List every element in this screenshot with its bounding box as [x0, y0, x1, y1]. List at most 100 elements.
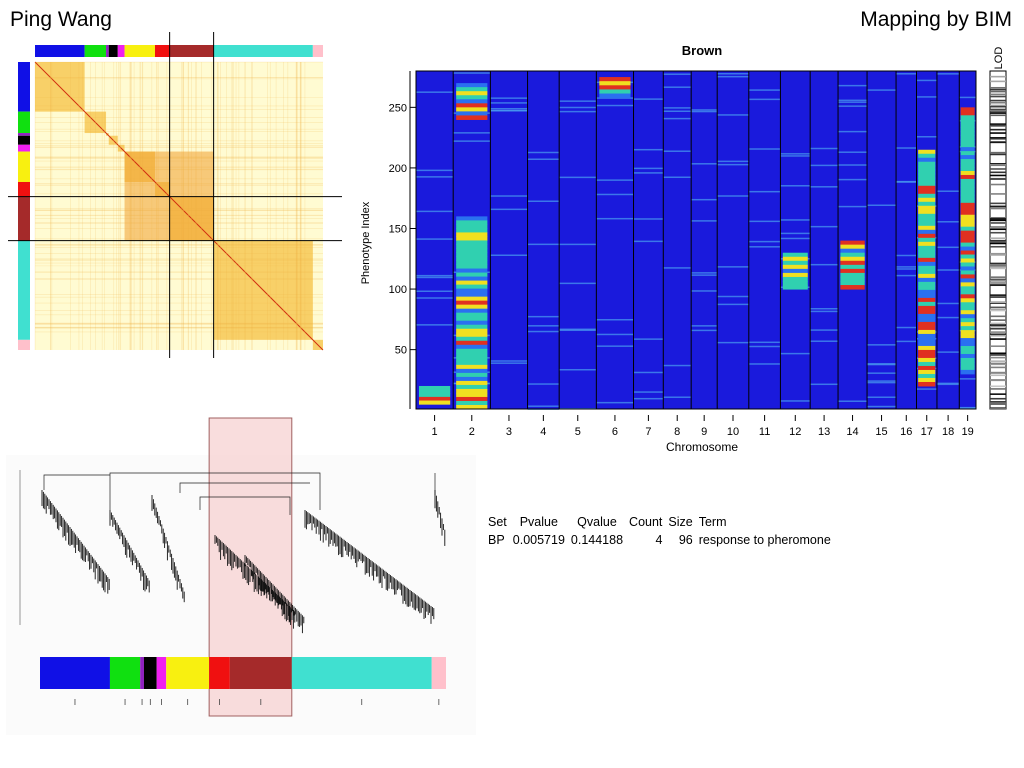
lod-streak: [867, 204, 897, 206]
lod-hotspot: [960, 194, 975, 200]
module-bar-pink: [312, 45, 323, 57]
x-tick-label: 18: [942, 426, 954, 438]
lod-hotspot: [960, 302, 975, 307]
lod-stripe-mark: [990, 338, 1006, 340]
lod-stripe-mark: [990, 360, 1006, 362]
lod-streak: [748, 148, 781, 150]
lod-hotspot: [456, 304, 488, 310]
lod-hotspot: [918, 301, 936, 307]
lod-hotspot: [960, 135, 975, 140]
lod-streak: [838, 205, 868, 208]
lod-hotspot: [456, 384, 488, 390]
lod-hotspot: [840, 240, 865, 246]
x-tick-label: 15: [875, 426, 887, 438]
lod-stripe-mark: [990, 218, 1006, 220]
lod-hotspot: [456, 372, 488, 378]
lod-streak: [867, 344, 897, 346]
lod-stripe-mark: [990, 108, 1006, 111]
lod-stripe-mark: [990, 207, 1006, 210]
lod-streak: [717, 266, 749, 268]
lod-hotspot: [960, 353, 975, 359]
module-bar-green: [18, 111, 30, 134]
lod-hotspot: [456, 388, 488, 394]
lod-stripe-mark: [990, 241, 1006, 243]
lod-stripe-mark: [990, 306, 1006, 309]
lod-streak: [838, 105, 868, 107]
lod-hotspot: [918, 209, 936, 215]
lod-streak: [780, 400, 811, 402]
lod-streak: [663, 267, 692, 269]
lod-hotspot: [456, 400, 488, 406]
lod-hotspot: [960, 334, 975, 339]
lod-hotspot: [960, 306, 975, 311]
lod-streak: [810, 329, 839, 331]
lod-hotspot: [456, 288, 488, 294]
lod-streak: [780, 237, 811, 240]
lod-streak: [490, 102, 528, 104]
lod-hotspot: [840, 280, 865, 286]
lod-stripe-mark: [990, 174, 1006, 177]
lod-stripe-mark: [990, 319, 1006, 321]
lod-hotspot: [960, 210, 975, 216]
lod-streak: [780, 185, 811, 187]
lod-stripe-mark: [990, 75, 1006, 78]
module-bar-turquoise: [213, 45, 313, 57]
lod-stripe-mark: [990, 366, 1006, 369]
lod-hotspot: [918, 381, 936, 387]
lod-hotspot: [960, 167, 975, 172]
module-bar-green: [109, 657, 141, 689]
module-bar-brown: [169, 45, 214, 57]
lod-scale-label: LOD: [993, 47, 1005, 70]
lod-streak: [691, 109, 718, 111]
lod-streak: [559, 329, 597, 332]
lod-streak: [416, 274, 454, 277]
lod-hotspot: [960, 314, 975, 319]
lod-streak: [717, 160, 749, 163]
column-header: Count: [629, 515, 663, 529]
lod-hotspot: [960, 278, 975, 283]
lod-stripe-mark: [990, 99, 1006, 102]
lod-hotspot: [918, 277, 936, 283]
lod-stripe-mark: [990, 226, 1006, 228]
lod-hotspot: [456, 216, 488, 221]
lod-hotspot: [960, 151, 975, 156]
lod-hotspot: [960, 250, 975, 256]
lod-stripe-mark: [990, 282, 1006, 284]
lod-stripe-mark: [990, 93, 1006, 96]
lod-streak: [490, 360, 528, 362]
table-cell: BP: [488, 533, 505, 547]
lod-streak: [936, 302, 960, 305]
tom-heatmap: [8, 32, 342, 358]
lod-streak: [748, 98, 781, 101]
lod-hotspot: [960, 226, 975, 232]
lod-hotspot: [456, 360, 488, 366]
y-tick-label: 50: [395, 345, 407, 357]
lod-hotspot: [918, 313, 936, 319]
lod-hotspot: [960, 346, 975, 351]
lod-hotspot: [456, 276, 488, 282]
lod-streak: [959, 406, 976, 409]
x-tick-label: 17: [921, 426, 933, 438]
lod-hotspot: [918, 333, 936, 339]
lod-streak: [527, 325, 560, 327]
lod-streak: [936, 383, 960, 386]
lod-streak: [416, 169, 454, 172]
lod-streak: [810, 307, 839, 310]
y-tick-label: 150: [389, 223, 407, 235]
lod-hotspot: [782, 256, 808, 262]
lod-streak: [416, 210, 454, 213]
lod-stripe-mark: [990, 86, 1006, 89]
lod-streak: [936, 382, 960, 385]
lod-stripe-mark: [990, 80, 1006, 83]
chart-title: Brown: [682, 43, 723, 58]
lod-hotspot: [782, 264, 808, 270]
lod-streak: [916, 388, 937, 390]
lod-stripe-mark: [990, 407, 1006, 410]
y-tick-label: 250: [389, 102, 407, 114]
lod-hotspot: [456, 83, 488, 88]
lod-streak: [896, 181, 917, 183]
lod-stripe-mark: [990, 276, 1006, 278]
lod-streak: [748, 345, 781, 348]
x-tick-label: 4: [540, 426, 546, 438]
lod-hotspot: [918, 161, 936, 167]
